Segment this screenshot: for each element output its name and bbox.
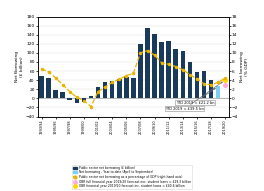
Bar — [131, 78, 136, 98]
Bar — [39, 76, 44, 98]
Bar — [46, 78, 51, 98]
Bar — [159, 41, 164, 98]
Text: YTD 2019 = £21.2 bn: YTD 2019 = £21.2 bn — [176, 88, 215, 105]
Bar — [166, 41, 171, 98]
Y-axis label: Net borrowing
(% GDP): Net borrowing (% GDP) — [241, 51, 249, 82]
Bar — [82, 98, 86, 102]
Bar — [53, 90, 58, 98]
Bar — [188, 62, 192, 98]
Bar — [216, 86, 220, 98]
Bar — [138, 44, 143, 98]
Bar — [103, 83, 107, 98]
Y-axis label: Net Borrowing
(£ billion): Net Borrowing (£ billion) — [15, 51, 23, 82]
Bar — [117, 79, 121, 98]
Bar — [195, 72, 199, 98]
Bar — [152, 34, 157, 98]
Bar — [173, 49, 178, 98]
Bar — [74, 98, 79, 103]
Bar — [124, 77, 129, 98]
Bar — [60, 91, 65, 98]
Bar — [96, 87, 100, 98]
Text: YTD 2019 = £39.5 bn: YTD 2019 = £39.5 bn — [165, 82, 222, 111]
Bar — [202, 71, 206, 98]
Bar — [145, 28, 150, 98]
Legend: Public sector net borrowing (£ billion), Net borrowing - Year-to-date (April to : Public sector net borrowing (£ billion),… — [72, 165, 192, 189]
Bar — [181, 51, 185, 98]
Bar — [89, 96, 93, 98]
Bar — [68, 98, 72, 100]
Point — [223, 83, 227, 87]
Bar — [110, 81, 115, 98]
Point — [223, 78, 227, 81]
Bar — [209, 80, 213, 98]
